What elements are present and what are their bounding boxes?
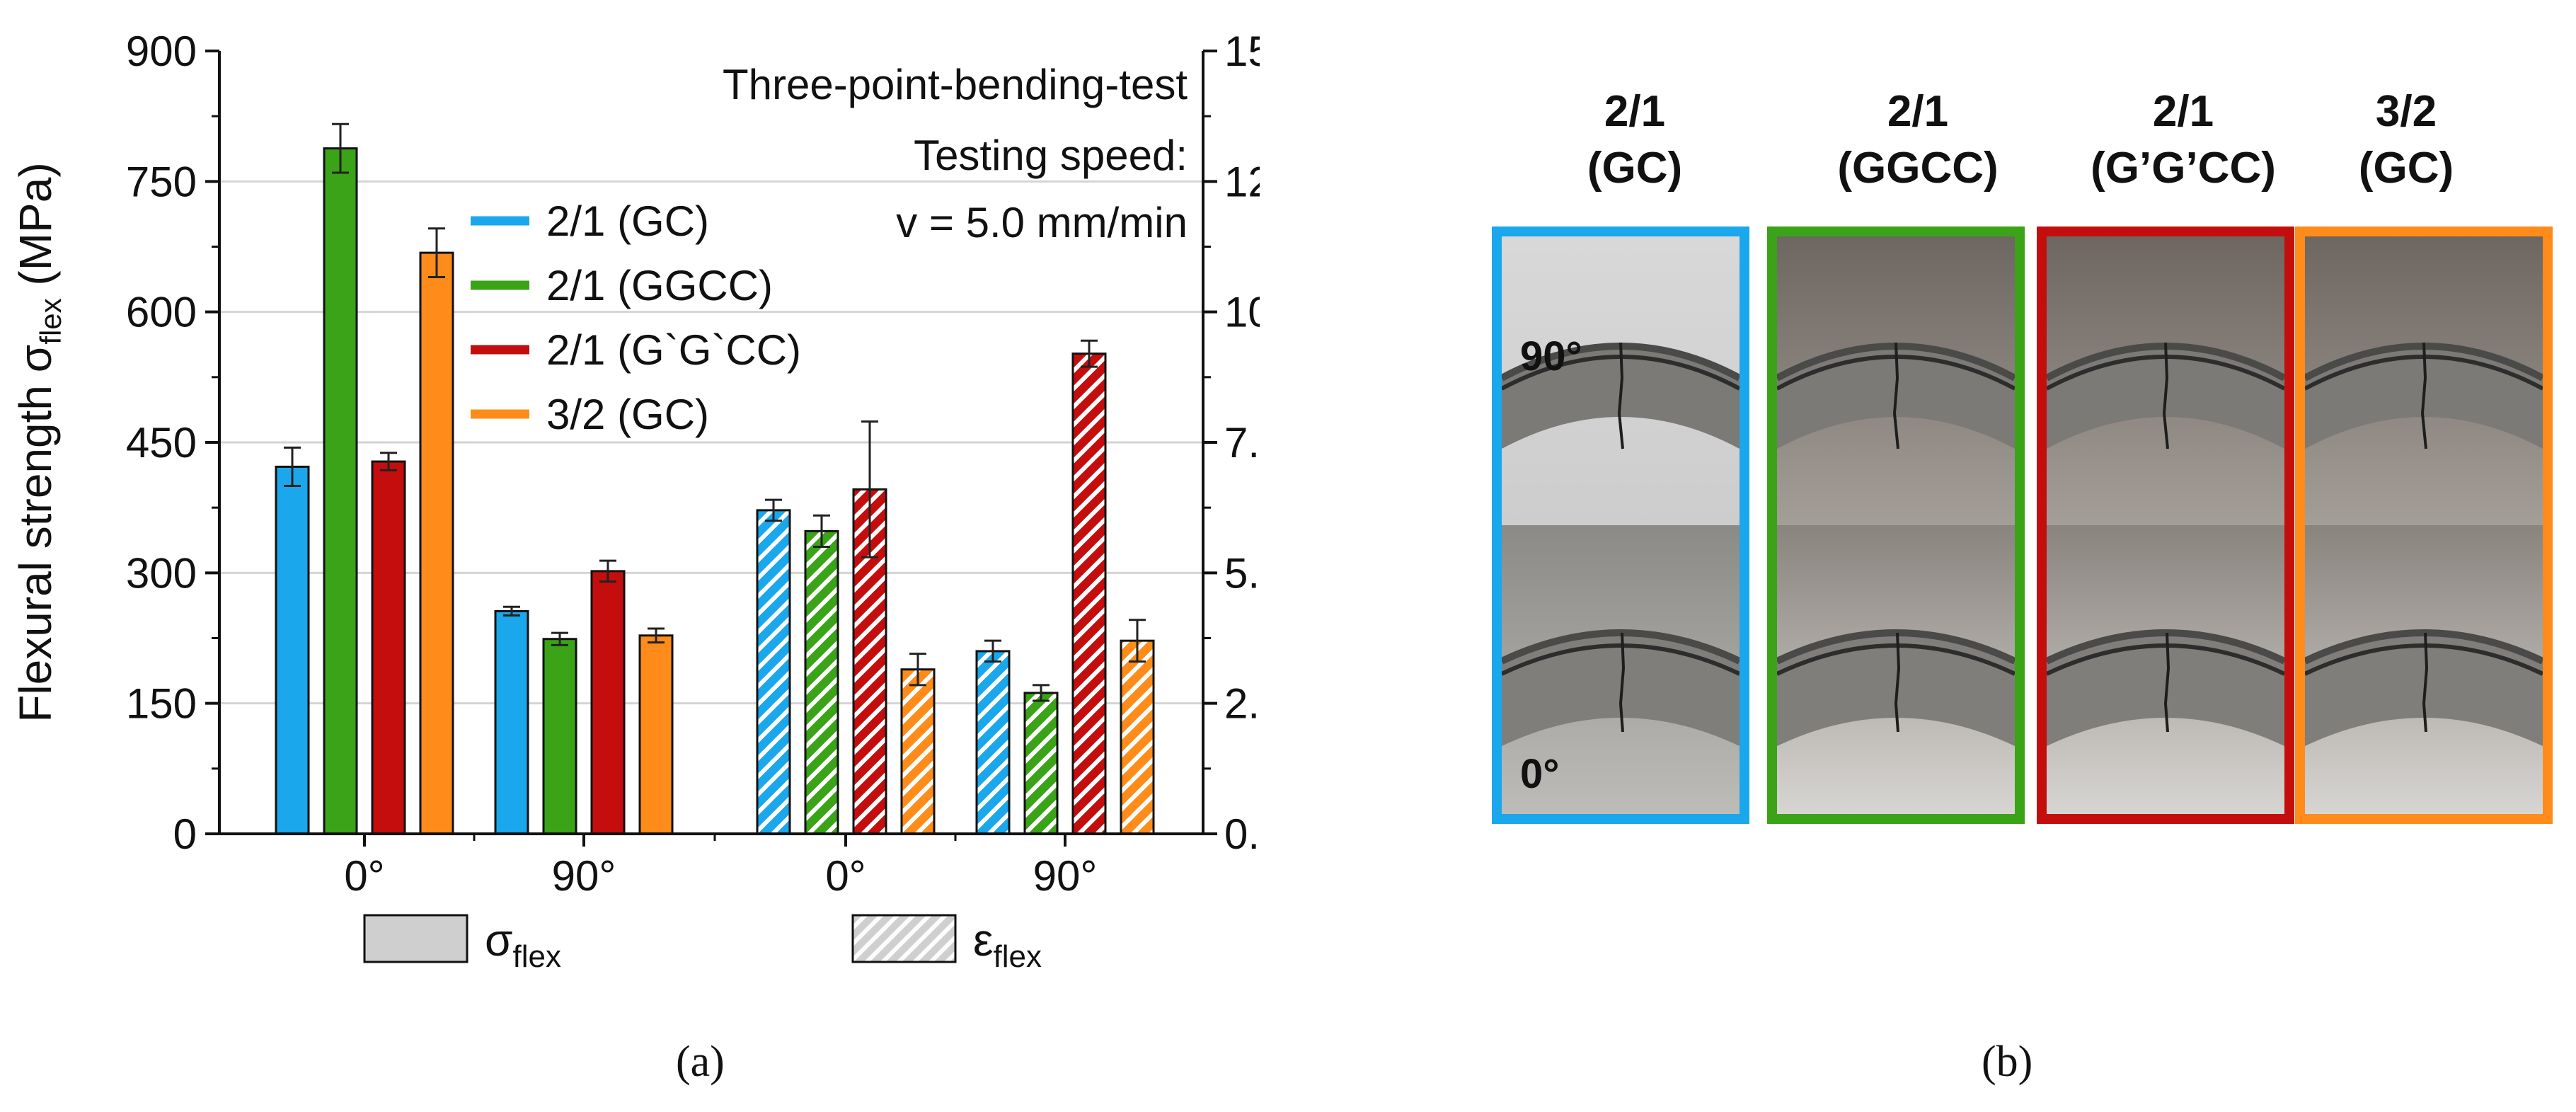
photo-title-line2: (GC) [2358, 144, 2454, 193]
bar [638, 634, 674, 835]
photo-column-title: 2/1 (GGCC) [1776, 84, 2059, 197]
bar [804, 529, 839, 835]
bar [1023, 692, 1059, 835]
specimen-cross-section [1777, 342, 2015, 746]
bar [323, 147, 358, 835]
bar [1071, 352, 1107, 835]
bar [590, 570, 626, 835]
bar [1120, 639, 1155, 835]
y-tick-label-left: 750 [126, 158, 197, 205]
specimen-cross-section [2305, 342, 2543, 746]
orientation-label-bottom: 0° [1520, 751, 1560, 797]
y-tick-label-right: 10.0 [1224, 289, 1260, 336]
y-tick-label-right: 2.5 [1224, 680, 1260, 728]
photo-title-line2: (GC) [1587, 144, 1683, 193]
bar [419, 251, 454, 835]
y-tick-label-left: 600 [126, 289, 197, 336]
specimen-photo-frame [1767, 227, 2025, 824]
flexural-chart: 0 150 300 450 600 750 900 0.0 2.5 5.0 7.5 10.0 12.5 1… [10, 28, 1260, 974]
lower-legend-swatch [851, 914, 957, 963]
specimen-photo-frame [2037, 227, 2294, 824]
bar [275, 465, 310, 835]
x-tick-label: 0° [825, 852, 866, 900]
lower-legend-swatch [363, 914, 468, 963]
chart-title: Three-point-bending-test [723, 61, 1188, 108]
orientation-label-top: 90° [1520, 333, 1582, 379]
y-tick-label-left: 450 [126, 419, 197, 466]
y-tick-label-right: 12.5 [1224, 158, 1260, 205]
specimen-photo-frame [1492, 227, 1749, 824]
bar [900, 668, 936, 835]
photo-column-title: 2/1 (GC) [1493, 84, 1776, 197]
y-axis-label-left: Flexural strength σflex (MPa) [10, 162, 67, 722]
bar [542, 638, 577, 835]
specimen-cross-section [1502, 342, 1740, 746]
panel-label-b: (b) [1982, 1038, 2033, 1086]
photo-title-line1: 3/2 [2375, 87, 2437, 136]
bar [756, 509, 791, 835]
y-tick-label-left: 900 [126, 28, 197, 75]
legend-label: 2/1 (GGCC) [546, 262, 773, 309]
photo-title-line1: 2/1 [1604, 87, 1666, 136]
lower-legend-label: σflex [485, 915, 561, 974]
x-tick-label: 90° [552, 852, 616, 900]
y-tick-label-left: 300 [126, 549, 197, 597]
x-tick-label: 0° [344, 852, 384, 900]
photo-title-line1: 2/1 [1887, 87, 1949, 136]
bar [494, 609, 529, 835]
y-tick-label-right: 5.0 [1224, 549, 1260, 597]
y-tick-label-left: 0 [173, 810, 197, 858]
y-tick-label-right: 0.0 [1224, 810, 1260, 858]
photo-title-line1: 2/1 [2152, 87, 2214, 136]
photo-title-line2: (GGCC) [1837, 144, 1999, 193]
specimen-cross-section [2047, 342, 2284, 746]
y-tick-label-left: 150 [126, 680, 197, 728]
legend-label: 2/1 (G`G`CC) [546, 326, 801, 374]
bar [975, 650, 1011, 835]
photo-column-title: 2/1 (G’G’CC) [2042, 84, 2325, 197]
legend-label: 3/2 (GC) [546, 391, 709, 438]
y-tick-label-right: 7.5 [1224, 419, 1260, 466]
specimen-photo-frame [2295, 227, 2553, 824]
bar [371, 460, 406, 835]
legend-label: 2/1 (GC) [546, 197, 709, 245]
y-tick-label-right: 15.0 [1224, 28, 1260, 75]
lower-legend-label: εflex [973, 915, 1042, 974]
photo-column-title: 3/2 (GC) [2265, 84, 2548, 197]
x-tick-label: 90° [1033, 852, 1098, 900]
chart-annotation: v = 5.0 mm/min [896, 199, 1188, 246]
photo-title-line2: (G’G’CC) [2091, 144, 2276, 193]
panel-label-a: (a) [676, 1038, 725, 1086]
chart-annotation: Testing speed: [914, 132, 1188, 179]
